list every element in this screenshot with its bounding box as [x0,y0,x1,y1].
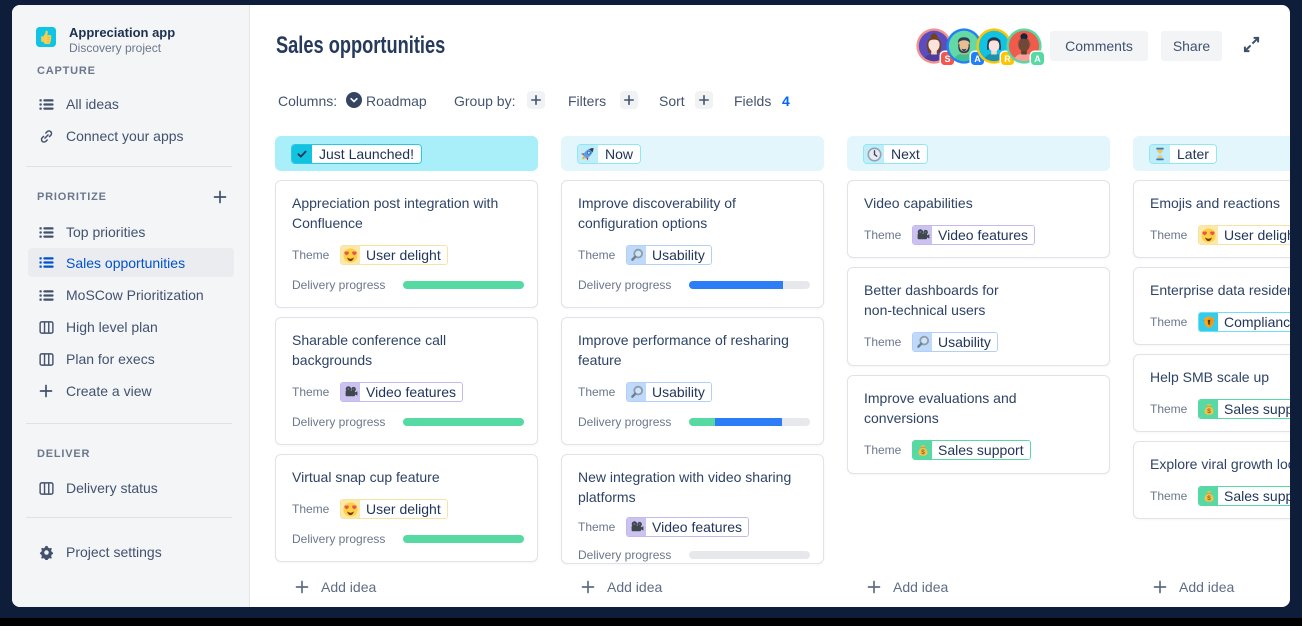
svg-text:$: $ [921,449,925,456]
svg-text:$: $ [1207,408,1211,415]
svg-text:$: $ [1207,495,1211,502]
